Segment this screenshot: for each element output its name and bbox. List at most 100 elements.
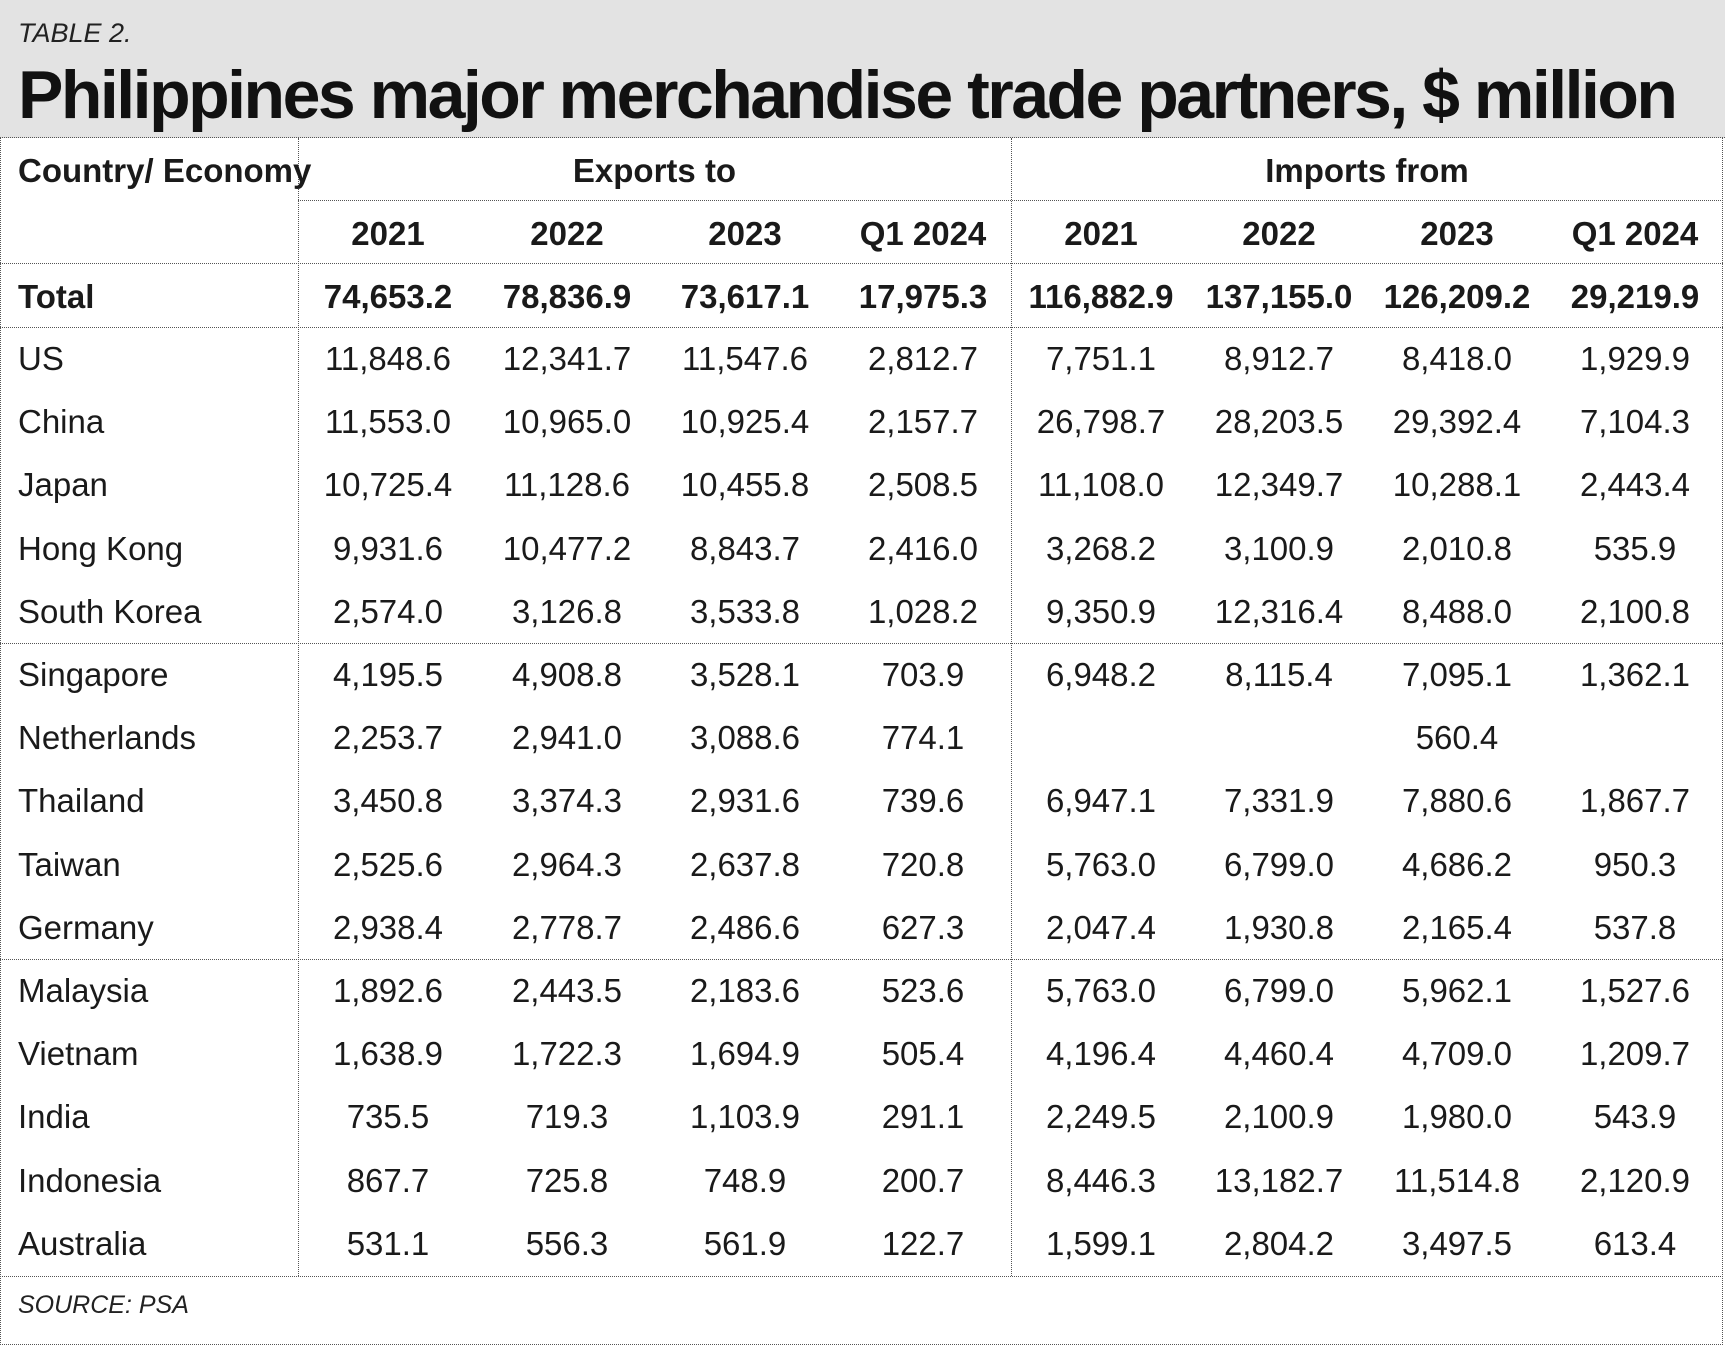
column-header: 2023 xyxy=(708,215,782,252)
table-cell: 719.3 xyxy=(525,1098,609,1136)
table-cell: 2,100.9 xyxy=(1223,1098,1335,1136)
total-rule xyxy=(0,327,1723,328)
table-cell: 2,416.0 xyxy=(867,529,979,567)
row-label: Australia xyxy=(18,1224,147,1262)
table-cell: 2,100.8 xyxy=(1579,592,1691,630)
row-label: Taiwan xyxy=(18,845,121,883)
table-cell: 613.4 xyxy=(1593,1224,1677,1262)
total-value: 29,219.9 xyxy=(1570,278,1700,315)
column-divider xyxy=(1011,138,1012,1276)
table-cell: 28,203.5 xyxy=(1214,403,1344,441)
table-cell: 1,527.6 xyxy=(1579,972,1691,1009)
table-cell: 774.1 xyxy=(881,719,965,757)
table-cell: 523.6 xyxy=(881,972,965,1009)
table-cell: 505.4 xyxy=(881,1035,965,1073)
table-cell: 4,709.0 xyxy=(1401,1035,1513,1073)
table-cell: 543.9 xyxy=(1593,1098,1677,1136)
table-cell: 13,182.7 xyxy=(1214,1161,1344,1199)
table-cell: 11,128.6 xyxy=(503,466,630,504)
table-cell: 11,514.8 xyxy=(1393,1161,1520,1199)
table-cell: 2,157.7 xyxy=(867,403,979,441)
table-cell: 3,528.1 xyxy=(689,656,801,693)
table-cell: 2,812.7 xyxy=(867,340,979,377)
table-cell: 291.1 xyxy=(881,1098,965,1136)
row-label: Japan xyxy=(18,466,108,504)
total-value: 74,653.2 xyxy=(323,278,453,315)
table-cell: 9,350.9 xyxy=(1045,592,1157,630)
table-cell: 627.3 xyxy=(881,908,965,946)
table-cell: 29,392.4 xyxy=(1392,403,1522,441)
table-cell: 8,843.7 xyxy=(689,529,801,567)
table-cell: 6,799.0 xyxy=(1223,845,1335,883)
table-number-label: TABLE 2. xyxy=(18,18,132,48)
table-cell: 11,108.0 xyxy=(1037,466,1164,504)
row-label: Netherlands xyxy=(18,719,196,757)
table-cell: 4,195.5 xyxy=(332,656,444,693)
column-header: 2021 xyxy=(351,215,425,252)
total-value: 78,836.9 xyxy=(502,278,632,315)
table-cell: 7,880.6 xyxy=(1401,782,1513,820)
table-cell: 200.7 xyxy=(881,1161,965,1199)
table-cell: 1,929.9 xyxy=(1579,340,1691,377)
total-value: 126,209.2 xyxy=(1383,278,1531,315)
table-cell: 7,751.1 xyxy=(1045,340,1157,377)
table-cell: 10,925.4 xyxy=(680,403,810,441)
table-cell: 11,848.6 xyxy=(324,340,451,377)
row-label: Malaysia xyxy=(18,972,149,1009)
table-cell: 1,980.0 xyxy=(1401,1098,1513,1136)
table-cell: 2,574.0 xyxy=(332,592,444,630)
table-cell: 8,446.3 xyxy=(1045,1161,1157,1199)
table-cell: 735.5 xyxy=(346,1098,430,1136)
table-cell: 3,450.8 xyxy=(332,782,444,820)
table-cell: 560.4 xyxy=(1415,719,1499,757)
table-cell: 725.8 xyxy=(525,1161,609,1199)
row-label: Germany xyxy=(18,908,154,946)
row-label: India xyxy=(18,1098,90,1136)
row-label: Singapore xyxy=(18,656,169,693)
table-cell: 2,010.8 xyxy=(1401,529,1513,567)
header-subrule xyxy=(298,200,1723,201)
column-header: 2021 xyxy=(1064,215,1138,252)
table-cell: 3,497.5 xyxy=(1401,1224,1513,1262)
column-divider xyxy=(298,138,299,1276)
table-cell: 10,455.8 xyxy=(680,466,810,504)
table-cell: 12,316.4 xyxy=(1214,592,1344,630)
table-cell: 2,443.5 xyxy=(511,972,623,1009)
column-header: 2023 xyxy=(1420,215,1494,252)
table-cell: 8,115.4 xyxy=(1225,656,1333,693)
table-cell: 3,126.8 xyxy=(511,592,623,630)
source-note: SOURCE: PSA xyxy=(18,1291,189,1319)
total-value: 137,155.0 xyxy=(1205,278,1353,315)
table-cell: 1,867.7 xyxy=(1579,782,1691,820)
table-cell: 12,341.7 xyxy=(502,340,632,377)
group-rule xyxy=(0,959,1723,960)
table-cell: 2,778.7 xyxy=(511,908,623,946)
table-cell: 867.7 xyxy=(346,1161,430,1199)
table-cell: 3,533.8 xyxy=(689,592,801,630)
header-rule xyxy=(0,263,1723,264)
column-header: 2022 xyxy=(530,215,604,252)
table-cell: 1,103.9 xyxy=(689,1098,801,1136)
row-header-label: Country/ Economy xyxy=(18,152,312,189)
table-cell: 11,553.0 xyxy=(324,403,451,441)
row-label: Hong Kong xyxy=(18,529,184,567)
table-cell: 4,686.2 xyxy=(1401,845,1513,883)
table-cell: 720.8 xyxy=(881,845,965,883)
table-cell: 2,508.5 xyxy=(867,466,979,504)
table-cell: 2,525.6 xyxy=(332,845,444,883)
table-cell: 10,725.4 xyxy=(323,466,453,504)
column-header: 2022 xyxy=(1242,215,1316,252)
table-cell: 950.3 xyxy=(1593,845,1677,883)
table-cell: 12,349.7 xyxy=(1214,466,1344,504)
table-cell: 2,941.0 xyxy=(511,719,623,757)
header-band: TABLE 2. Philippines major merchandise t… xyxy=(0,0,1725,138)
table-cell: 537.8 xyxy=(1593,908,1677,946)
table-cell: 1,028.2 xyxy=(867,592,979,630)
table-cell: 2,165.4 xyxy=(1401,908,1513,946)
group-rule xyxy=(0,643,1723,644)
row-label: China xyxy=(18,403,105,441)
table-cell: 531.1 xyxy=(346,1224,430,1262)
table-cell: 2,047.4 xyxy=(1045,908,1157,946)
table-cell: 1,209.7 xyxy=(1579,1035,1691,1073)
table-cell: 3,374.3 xyxy=(511,782,623,820)
